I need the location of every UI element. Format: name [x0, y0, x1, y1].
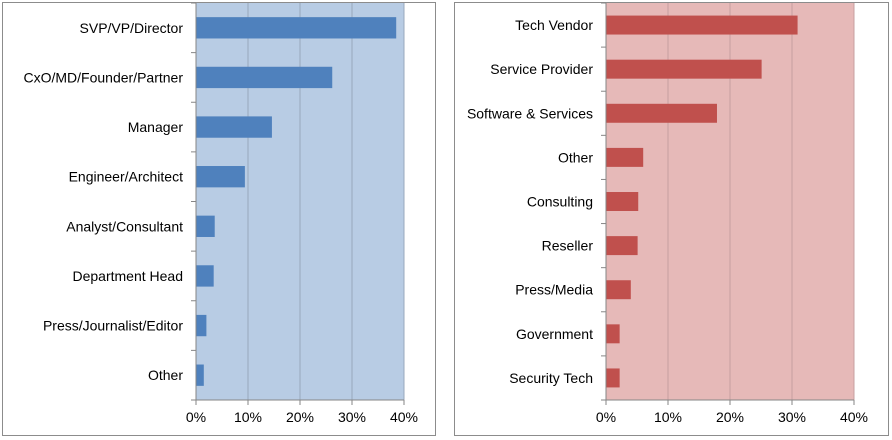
industry-bar: [606, 192, 639, 211]
role-category-label: Analyst/Consultant: [66, 218, 183, 234]
role-category-label: Engineer/Architect: [69, 169, 184, 185]
industry-bar: [606, 324, 620, 344]
industry-bar: [606, 236, 638, 256]
role-bar: [196, 66, 333, 89]
role-bar: [196, 166, 245, 188]
industry-bar: [606, 59, 762, 79]
industry-category-label: Service Provider: [490, 61, 593, 77]
chart-panel-industry: Tech Vendor Service Provider Software & Se…: [454, 2, 889, 436]
role-bar: [196, 364, 204, 386]
role-bar: [196, 215, 215, 237]
industry-x-tick-label: 40%: [840, 409, 868, 425]
industry-category-label: Software & Services: [467, 105, 593, 121]
chart-panel-role: SVP/VP/Director CxO/MD/Founder/Partner Man…: [2, 2, 436, 436]
industry-bar: [606, 15, 798, 35]
role-category-label: CxO/MD/Founder/Partner: [24, 69, 184, 85]
industry-category-label: Security Tech: [509, 370, 593, 386]
industry-category-label: Press/Media: [515, 282, 593, 298]
role-bar: [196, 17, 397, 39]
role-x-tick-label: 30%: [338, 409, 366, 425]
industry-bar: [606, 103, 717, 123]
industry-category-label: Reseller: [542, 238, 594, 254]
industry-category-label: Other: [558, 149, 593, 165]
industry-bar: [606, 368, 620, 388]
industry-bar: [606, 147, 644, 167]
role-x-tick-label: 10%: [234, 409, 262, 425]
role-category-label: Other: [148, 367, 183, 383]
industry-x-tick-label: 20%: [716, 409, 744, 425]
role-x-tick-label: 0%: [186, 409, 206, 425]
industry-category-label: Consulting: [527, 194, 593, 210]
role-category-label: SVP/VP/Director: [80, 20, 184, 36]
role-bar: [196, 116, 272, 138]
role-bar: [196, 265, 214, 287]
industry-category-label: Tech Vendor: [515, 17, 593, 33]
bar-chart-industry: Tech Vendor Service Provider Software & Se…: [467, 2, 868, 425]
role-x-tick-label: 40%: [390, 409, 418, 425]
role-x-tick-label: 20%: [286, 409, 314, 425]
industry-bar: [606, 280, 631, 300]
role-bar: [196, 314, 207, 337]
industry-x-tick-label: 0%: [596, 409, 616, 425]
bar-chart-role: SVP/VP/Director CxO/MD/Founder/Partner Man…: [24, 2, 418, 425]
industry-x-tick-label: 30%: [778, 409, 806, 425]
industry-category-label: Government: [516, 326, 593, 342]
role-category-label: Department Head: [72, 268, 183, 284]
industry-x-tick-label: 10%: [654, 409, 682, 425]
role-category-label: Manager: [128, 119, 184, 135]
role-category-label: Press/Journalist/Editor: [43, 318, 183, 334]
